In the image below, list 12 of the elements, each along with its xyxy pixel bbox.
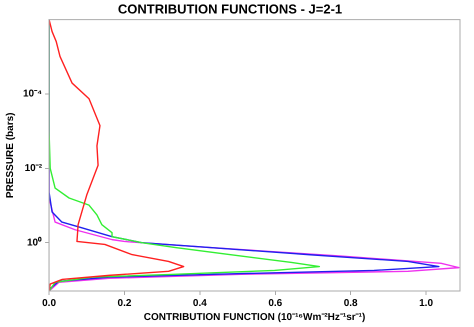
x-tick-label: 0.6	[268, 298, 283, 309]
x-tick-label: 0.4	[192, 298, 208, 309]
x-tick-label: 0.2	[118, 298, 132, 309]
chart-title: CONTRIBUTION FUNCTIONS - J=2-1	[118, 1, 342, 16]
x-axis-title: CONTRIBUTION FUNCTION (10⁻¹⁶Wm⁻²Hz⁻¹sr⁻¹)	[144, 312, 366, 323]
y-tick-label: 10⁻²	[24, 163, 43, 174]
y-tick-label: 10⁻⁴	[22, 88, 42, 100]
x-tick-label: 0.8	[344, 298, 358, 309]
x-tick-label: 0.0	[42, 298, 56, 309]
y-tick-label: 10⁰	[26, 236, 42, 248]
y-axis-title: PRESSURE (bars)	[4, 112, 16, 198]
x-tick-label: 1.0	[419, 298, 434, 309]
